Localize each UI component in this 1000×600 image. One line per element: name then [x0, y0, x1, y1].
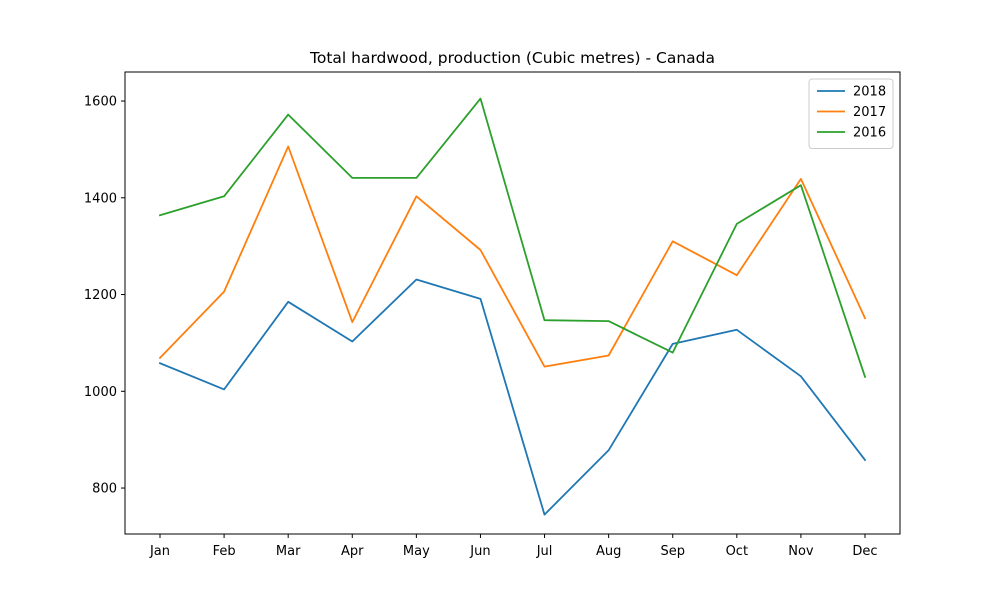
y-tick-label-800: 800	[92, 482, 117, 497]
plot-background	[125, 72, 900, 534]
plot-frame	[124, 71, 901, 535]
legend: 2018 2017 2016	[808, 78, 894, 149]
plot-area: Jan Feb Mar Apr May Jun Jul Aug Sep Oct Nov Dec 800…	[84, 71, 901, 559]
legend-label-2016: 2016	[853, 126, 886, 141]
series-group	[158, 97, 867, 516]
x-tick-label-feb: Feb	[213, 544, 236, 559]
x-tick-label-aug: Aug	[596, 544, 621, 559]
x-axis: Jan Feb Mar Apr May Jun Jul Aug Sep Oct Nov Dec	[149, 534, 878, 559]
x-tick-label-jun: Jun	[469, 544, 490, 559]
legend-label-2018: 2018	[853, 85, 886, 100]
y-tick-label-1200: 1200	[84, 288, 117, 303]
x-tick-label-apr: Apr	[341, 544, 364, 559]
x-tick-label-nov: Nov	[788, 544, 814, 559]
x-tick-label-sep: Sep	[660, 544, 685, 559]
chart-title: Total hardwood, production (Cubic metres…	[309, 49, 715, 67]
x-tick-label-may: May	[403, 544, 430, 559]
series-line-2017	[158, 145, 867, 368]
y-tick-label-1400: 1400	[84, 191, 117, 206]
x-tick-label-jan: Jan	[149, 544, 170, 559]
legend-label-2017: 2017	[853, 105, 886, 120]
series-line-2016	[158, 97, 867, 378]
y-axis: 800 1000 1200 1400 1600	[84, 95, 125, 497]
x-tick-label-oct: Oct	[726, 544, 748, 559]
x-tick-label-mar: Mar	[276, 544, 301, 559]
series-line-2018	[158, 278, 867, 516]
x-tick-label-dec: Dec	[852, 544, 877, 559]
y-tick-label-1000: 1000	[84, 385, 117, 400]
x-tick-label-jul: Jul	[536, 544, 553, 559]
y-tick-label-1600: 1600	[84, 95, 117, 110]
